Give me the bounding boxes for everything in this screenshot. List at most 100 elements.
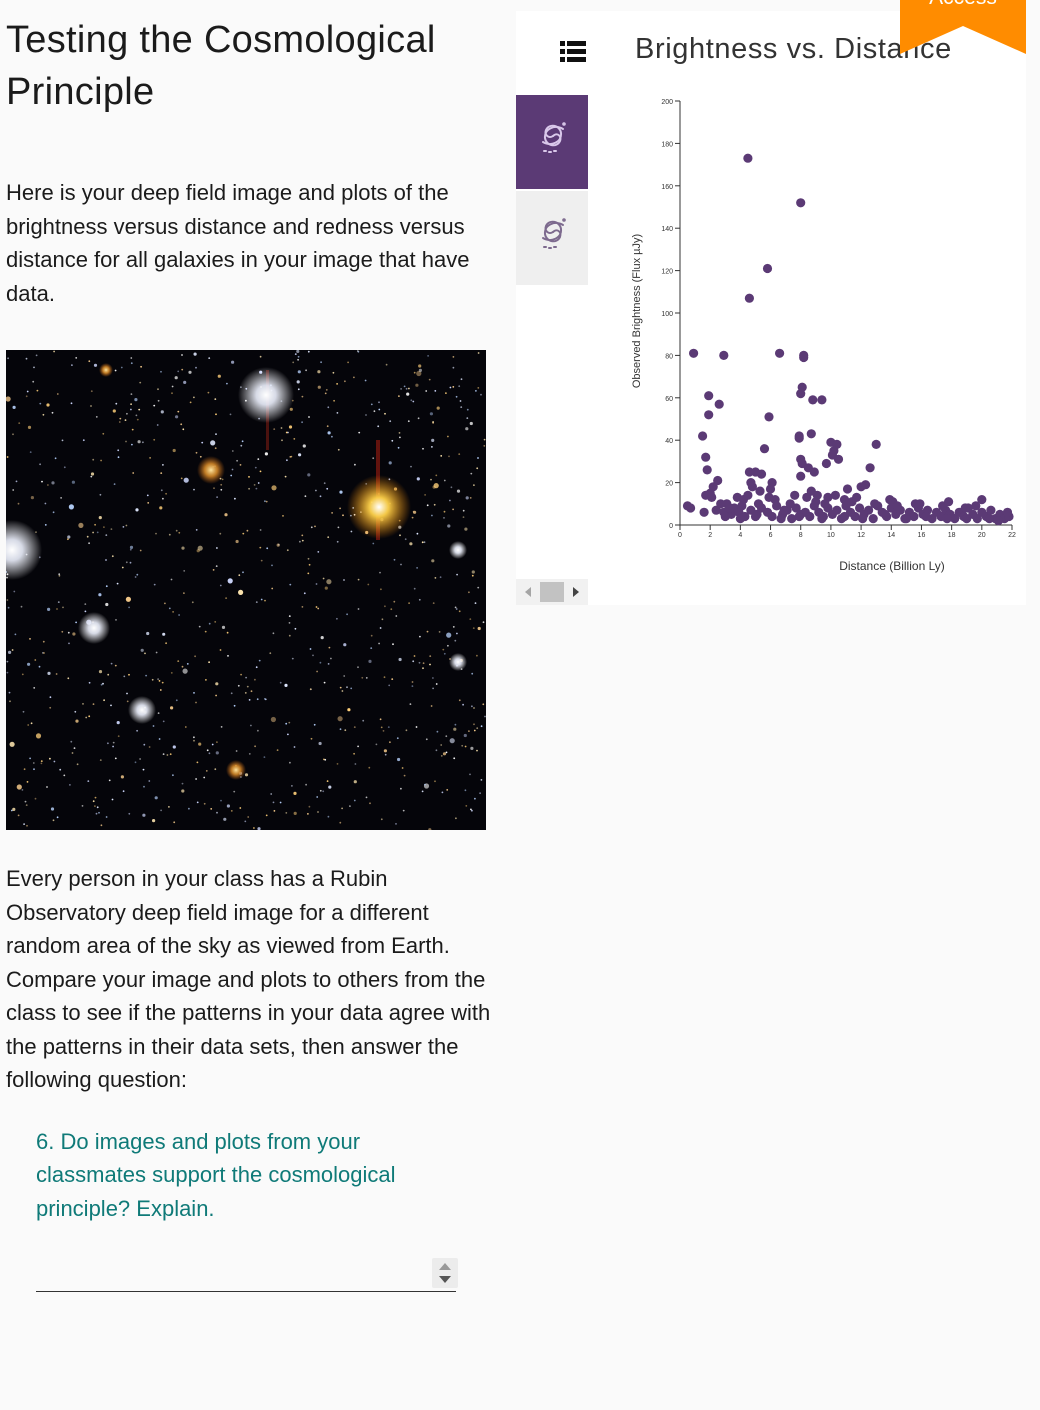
data-point[interactable] — [821, 458, 831, 469]
data-point[interactable] — [960, 503, 970, 513]
data-point[interactable] — [755, 486, 765, 496]
data-point[interactable] — [799, 352, 809, 363]
access-ribbon[interactable]: Access — [900, 0, 1026, 64]
data-point[interactable] — [820, 499, 830, 509]
data-point[interactable] — [711, 505, 721, 515]
data-point[interactable] — [776, 514, 786, 524]
scroll-right-arrow-icon[interactable] — [573, 587, 579, 597]
data-point[interactable] — [839, 511, 850, 522]
data-point[interactable] — [817, 395, 827, 405]
data-point[interactable] — [832, 505, 842, 515]
data-point[interactable] — [714, 399, 724, 409]
data-point[interactable] — [864, 505, 874, 515]
data-point[interactable] — [833, 454, 844, 464]
data-point[interactable] — [805, 511, 815, 522]
data-point[interactable] — [901, 514, 911, 524]
data-point[interactable] — [796, 471, 806, 481]
y-tick-label: 60 — [665, 396, 673, 403]
data-point[interactable] — [759, 444, 770, 454]
scroll-left-arrow-icon[interactable] — [525, 587, 531, 597]
data-point[interactable] — [806, 429, 816, 439]
data-point[interactable] — [779, 505, 789, 515]
data-point[interactable] — [704, 410, 714, 420]
data-point[interactable] — [977, 495, 987, 505]
data-point[interactable] — [720, 511, 730, 522]
data-point[interactable] — [802, 492, 812, 502]
access-ribbon-label: Access — [900, 0, 1026, 10]
data-point[interactable] — [880, 509, 890, 519]
data-point[interactable] — [743, 153, 753, 163]
data-point[interactable] — [719, 350, 729, 360]
data-point[interactable] — [744, 293, 754, 303]
data-point[interactable] — [909, 511, 919, 522]
data-point[interactable] — [716, 499, 726, 509]
data-point[interactable] — [702, 465, 712, 475]
data-point[interactable] — [858, 514, 868, 524]
data-point[interactable] — [850, 511, 860, 522]
data-point[interactable] — [892, 501, 902, 511]
data-point[interactable] — [737, 501, 747, 511]
data-point[interactable] — [764, 412, 774, 422]
data-point[interactable] — [750, 511, 761, 522]
data-point[interactable] — [686, 503, 696, 513]
data-point[interactable] — [971, 501, 981, 511]
data-point[interactable] — [870, 499, 880, 509]
data-point[interactable] — [993, 516, 1003, 526]
data-point[interactable] — [772, 501, 782, 511]
data-point[interactable] — [865, 463, 875, 473]
data-point[interactable] — [747, 482, 757, 492]
data-point[interactable] — [794, 511, 804, 522]
data-point[interactable] — [830, 490, 840, 500]
answer-resize-stepper[interactable] — [432, 1258, 458, 1288]
data-point[interactable] — [785, 499, 795, 509]
data-point[interactable] — [767, 511, 777, 522]
data-point[interactable] — [942, 514, 952, 524]
tab-brightness-plot[interactable] — [516, 95, 588, 189]
data-point[interactable] — [743, 490, 753, 500]
data-point[interactable] — [689, 348, 699, 358]
data-point[interactable] — [817, 514, 827, 524]
answer-field[interactable] — [36, 1239, 456, 1292]
data-point[interactable] — [753, 499, 764, 509]
data-point[interactable] — [701, 490, 711, 500]
data-point[interactable] — [915, 499, 925, 509]
data-point[interactable] — [756, 469, 767, 479]
data-point[interactable] — [986, 505, 996, 515]
data-point[interactable] — [861, 480, 871, 490]
data-point[interactable] — [704, 391, 714, 401]
data-point[interactable] — [868, 514, 878, 524]
data-point[interactable] — [847, 497, 857, 507]
data-point[interactable] — [855, 503, 865, 513]
data-point[interactable] — [775, 348, 785, 358]
data-point[interactable] — [962, 514, 972, 524]
stepper-up-icon[interactable] — [439, 1263, 451, 1270]
data-point[interactable] — [842, 484, 853, 494]
data-point[interactable] — [699, 507, 709, 517]
menu-button[interactable] — [516, 11, 588, 95]
tab-redness-plot[interactable] — [516, 191, 588, 285]
data-point[interactable] — [809, 467, 819, 477]
data-point[interactable] — [787, 514, 797, 524]
stepper-down-icon[interactable] — [439, 1276, 451, 1283]
data-point[interactable] — [765, 484, 776, 494]
data-point[interactable] — [735, 514, 745, 524]
x-tick-label: 18 — [948, 532, 956, 539]
data-point[interactable] — [762, 263, 773, 274]
data-point[interactable] — [808, 395, 818, 405]
data-point[interactable] — [725, 503, 735, 513]
data-point[interactable] — [921, 511, 931, 522]
horizontal-scrollbar[interactable] — [516, 579, 588, 605]
data-point[interactable] — [871, 439, 881, 449]
data-point[interactable] — [698, 431, 708, 441]
data-point[interactable] — [794, 433, 804, 443]
chart-title: Brightness vs. Distance — [635, 33, 952, 65]
data-point[interactable] — [984, 514, 994, 524]
data-point[interactable] — [938, 501, 948, 511]
data-point[interactable] — [1002, 507, 1013, 517]
data-point[interactable] — [701, 452, 711, 462]
data-point[interactable] — [796, 198, 806, 208]
data-point[interactable] — [796, 389, 806, 399]
data-point[interactable] — [790, 490, 800, 500]
data-point[interactable] — [811, 497, 821, 507]
scroll-thumb[interactable] — [540, 582, 564, 602]
